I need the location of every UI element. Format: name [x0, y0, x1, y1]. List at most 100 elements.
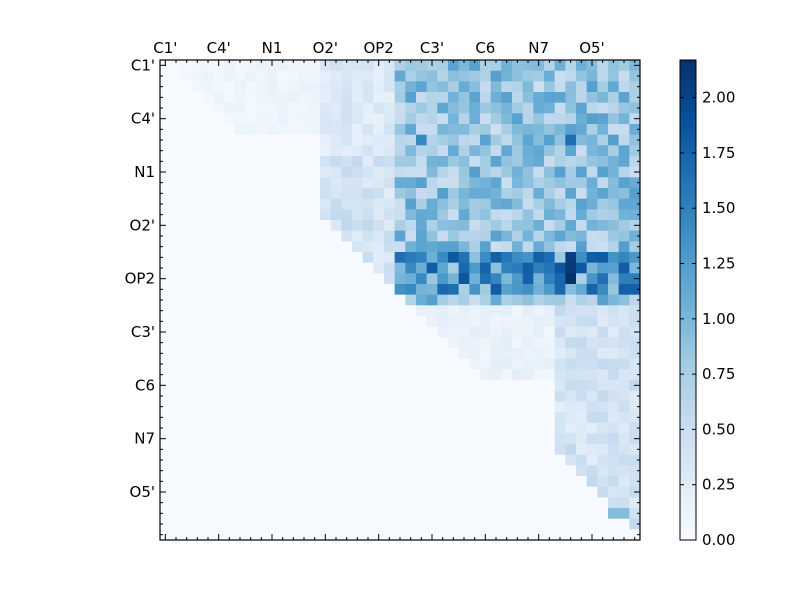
heatmap-cell: [181, 529, 193, 541]
heatmap-cell: [405, 81, 417, 93]
heatmap-cell: [618, 177, 630, 189]
y-tick-label: N7: [134, 430, 155, 448]
heatmap-cell: [256, 124, 268, 136]
heatmap-cell: [426, 348, 438, 360]
heatmap-cell: [373, 294, 385, 306]
heatmap-cell: [490, 422, 502, 434]
heatmap-cell: [554, 465, 566, 477]
heatmap-cell: [352, 209, 364, 221]
heatmap-cell: [576, 326, 588, 338]
heatmap-cell: [490, 177, 502, 189]
heatmap-cell: [384, 262, 396, 274]
heatmap-cell: [469, 60, 481, 72]
heatmap-cell: [309, 316, 321, 328]
heatmap-cell: [565, 497, 577, 509]
heatmap-cell: [288, 241, 300, 253]
heatmap-cell: [597, 508, 609, 520]
heatmap-cell: [309, 60, 321, 72]
heatmap-cell: [405, 273, 417, 285]
heatmap-cell: [245, 518, 257, 530]
heatmap-cell: [618, 497, 630, 509]
heatmap-cell: [586, 305, 598, 317]
heatmap-cell: [384, 369, 396, 381]
heatmap-cell: [181, 220, 193, 232]
heatmap-cell: [426, 252, 438, 264]
heatmap-cell: [330, 486, 342, 498]
heatmap-cell: [256, 433, 268, 445]
heatmap-cell: [266, 316, 278, 328]
heatmap-cell: [341, 337, 353, 349]
heatmap-cell: [298, 220, 310, 232]
heatmap-cell: [320, 230, 332, 242]
heatmap-cell: [256, 454, 268, 466]
heatmap-cell: [608, 465, 620, 477]
heatmap-cell: [512, 433, 524, 445]
heatmap-cell: [533, 486, 545, 498]
heatmap-cell: [544, 486, 556, 498]
heatmap-cell: [501, 81, 513, 93]
heatmap-cell: [458, 337, 470, 349]
heatmap-cell: [320, 252, 332, 264]
heatmap-cell: [224, 444, 236, 456]
heatmap-cell: [373, 102, 385, 114]
heatmap-cell: [618, 369, 630, 381]
heatmap-cell: [405, 497, 417, 509]
heatmap-cell: [394, 337, 406, 349]
heatmap-cell: [277, 497, 289, 509]
heatmap-cell: [394, 262, 406, 274]
heatmap-cell: [277, 422, 289, 434]
heatmap-cell: [320, 198, 332, 210]
heatmap-cell: [490, 465, 502, 477]
heatmap-cell: [266, 433, 278, 445]
heatmap-cell: [224, 380, 236, 392]
heatmap-cell: [341, 369, 353, 381]
heatmap-cell: [405, 209, 417, 221]
heatmap-cell: [160, 476, 172, 488]
heatmap-cell: [501, 380, 513, 392]
heatmap-cell: [458, 156, 470, 168]
heatmap-cell: [458, 134, 470, 146]
heatmap-cell: [384, 230, 396, 242]
heatmap-cell: [234, 60, 246, 72]
heatmap-cell: [533, 454, 545, 466]
heatmap-cell: [320, 134, 332, 146]
heatmap-cell: [384, 465, 396, 477]
heatmap-cell: [352, 433, 364, 445]
heatmap-cell: [458, 316, 470, 328]
heatmap-cell: [629, 81, 641, 93]
heatmap-cell: [437, 401, 449, 413]
heatmap-cell: [373, 198, 385, 210]
x-tick-label: O2': [313, 39, 338, 57]
heatmap-cell: [234, 454, 246, 466]
heatmap-cell: [544, 529, 556, 541]
heatmap-cell: [608, 390, 620, 402]
heatmap-cell: [234, 390, 246, 402]
heatmap-cell: [373, 444, 385, 456]
heatmap-cell: [362, 380, 374, 392]
heatmap-cell: [202, 145, 214, 157]
heatmap-cell: [416, 422, 428, 434]
heatmap-cell: [256, 305, 268, 317]
heatmap-cell: [522, 70, 534, 82]
heatmap-cell: [160, 92, 172, 104]
heatmap-cell: [224, 348, 236, 360]
heatmap-cell: [597, 262, 609, 274]
heatmap-cell: [309, 166, 321, 178]
heatmap-cell: [522, 252, 534, 264]
heatmap-cell: [512, 156, 524, 168]
heatmap-cell: [234, 92, 246, 104]
colorbar-tick-label: 0.75: [702, 365, 735, 383]
heatmap-cell: [352, 70, 364, 82]
heatmap-cell: [522, 198, 534, 210]
heatmap-cell: [202, 465, 214, 477]
heatmap-cell: [576, 518, 588, 530]
heatmap-cell: [352, 294, 364, 306]
heatmap-cell: [213, 177, 225, 189]
heatmap-cell: [362, 230, 374, 242]
heatmap-cell: [352, 326, 364, 338]
heatmap-cell: [277, 166, 289, 178]
heatmap-cell: [480, 92, 492, 104]
heatmap-cell: [192, 102, 204, 114]
heatmap-cell: [512, 444, 524, 456]
heatmap-cell: [458, 348, 470, 360]
